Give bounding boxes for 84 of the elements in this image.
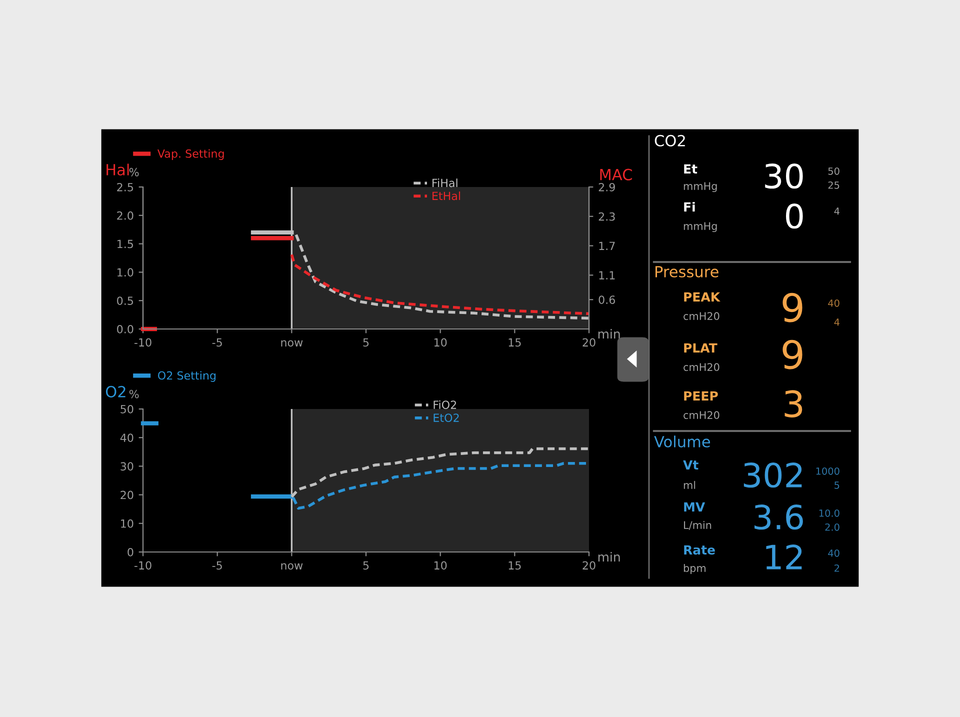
y2-tick-label: 1.1: [599, 271, 615, 280]
y-tick-label: 40: [120, 434, 134, 442]
text: mmHg: [684, 222, 717, 232]
text: 2: [834, 564, 840, 572]
text: Vt: [683, 460, 698, 470]
text: Volume: [654, 436, 710, 448]
x-tick-label: 15: [508, 338, 521, 347]
x-tick-label: now: [281, 563, 303, 570]
y-tick-label: 20: [120, 490, 134, 500]
x-tick-label: 10: [434, 338, 447, 347]
legend-label: FiHal: [432, 178, 458, 188]
y-tick-label: 2.5: [117, 182, 133, 192]
text: 4: [834, 208, 840, 215]
x-tick-label: 20: [582, 338, 596, 347]
x-axis-title: min: [598, 329, 620, 338]
text: ml: [684, 480, 696, 489]
y-tick-label: 30: [120, 462, 134, 471]
y2-tick-label: 2.3: [598, 212, 615, 221]
y-tick-label: 0.0: [117, 324, 134, 334]
x-tick-label: 10: [434, 561, 447, 570]
x-tick-label: 15: [508, 561, 521, 570]
text: 40: [828, 549, 840, 557]
text: 3: [784, 390, 802, 418]
x-tick-label: 5: [363, 561, 369, 570]
y-tick-label: 10: [121, 519, 134, 528]
text: PEAK: [684, 292, 720, 302]
x-tick-label: -10: [134, 338, 152, 347]
text: bpm: [684, 564, 706, 574]
y2-tick-label: 1.7: [599, 242, 615, 250]
x-tick-label: 5: [363, 338, 369, 347]
y-tick-label: 1.0: [118, 268, 134, 277]
text: Pressure: [656, 266, 718, 278]
text: MV: [684, 502, 706, 512]
text: 9: [782, 292, 802, 322]
legend-label: EtHal: [432, 192, 460, 200]
text: cmH20: [684, 312, 720, 320]
x-tick-label: -5: [212, 561, 222, 570]
y-tick-label: 0: [128, 548, 134, 556]
x-tick-label: -5: [212, 338, 222, 347]
text: 50: [828, 167, 840, 175]
text: Fi: [684, 202, 695, 212]
text: 30: [765, 163, 803, 189]
text: 3.6: [754, 504, 803, 530]
y-axis-title: %: [129, 168, 139, 176]
text: L/min: [684, 520, 712, 530]
text: cmH20: [684, 411, 720, 420]
text: Rate: [684, 545, 715, 555]
text: 12: [766, 544, 802, 570]
y-tick-label: 50: [120, 404, 134, 414]
text: CO2: [654, 134, 685, 146]
x-tick-label: -10: [134, 561, 152, 570]
x-tick-label: now: [281, 340, 303, 347]
x-tick-label: 20: [582, 561, 596, 570]
text: 4: [834, 318, 840, 326]
text: 0: [786, 203, 803, 229]
text: 1000: [816, 467, 840, 475]
y2-tick-label: 2.9: [598, 182, 615, 192]
legend-label: FiO2: [434, 400, 456, 410]
text: 10.0: [819, 509, 840, 517]
y-tick-label: 2.0: [117, 211, 134, 220]
chart-title: O2: [106, 386, 126, 398]
y2-axis-title: MAC: [600, 168, 632, 180]
text: 302: [744, 462, 802, 488]
chart-title: Hal: [106, 164, 129, 176]
text: Et: [684, 164, 698, 174]
text: 40: [828, 299, 840, 307]
text: 2.0: [825, 523, 840, 531]
line-series: [290, 253, 590, 316]
legend-label: Vap. Setting: [157, 149, 224, 160]
y-tick-label: 1.5: [118, 240, 133, 248]
text: cmH20: [684, 363, 720, 372]
x-axis-title: min: [598, 552, 620, 562]
legend-label: O2 Setting: [158, 371, 216, 382]
text: 9: [782, 340, 802, 370]
y2-tick-label: 0.6: [598, 296, 615, 304]
y-tick-label: 0.5: [117, 296, 133, 305]
text: PLAT: [684, 343, 718, 352]
line-series: [294, 233, 590, 320]
text: 5: [834, 482, 840, 489]
text: mmHg: [684, 182, 717, 192]
y-axis-title: %: [129, 390, 139, 398]
legend-label: EtO2: [434, 414, 459, 422]
text: 25: [828, 181, 840, 189]
text: PEEP: [684, 391, 718, 400]
